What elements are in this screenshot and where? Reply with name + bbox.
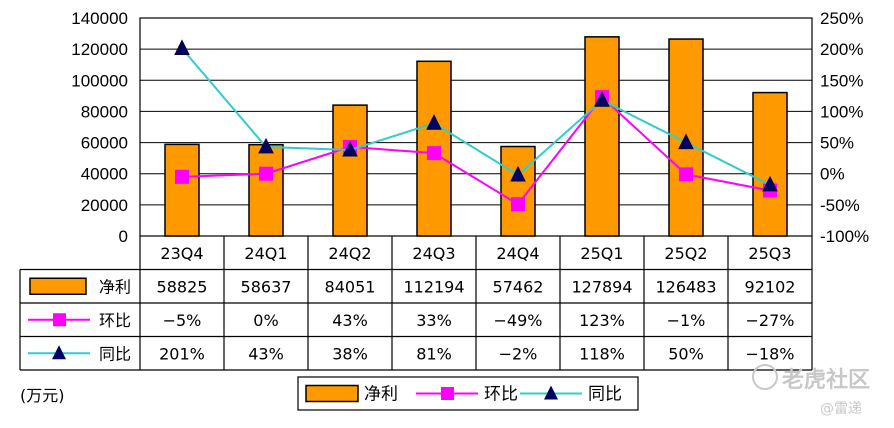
category-label: 24Q3 [412, 244, 455, 263]
cell-value: 43% [332, 311, 368, 330]
legend-key-marker [441, 387, 454, 400]
marker-triangle [510, 165, 526, 182]
cell-value: 0% [253, 311, 278, 330]
y-tick-label-right: 50% [820, 134, 854, 153]
row-header-label: 同比 [99, 344, 131, 363]
y-tick-label-left: 40000 [81, 165, 128, 184]
y-tick-label-right: 250% [820, 9, 863, 28]
marker-triangle [258, 137, 274, 154]
category-label: 24Q2 [328, 244, 371, 263]
cell-value: 123% [579, 311, 625, 330]
cell-value: 92102 [745, 277, 796, 296]
cell-value: 118% [579, 344, 625, 363]
row-key-marker [52, 345, 66, 360]
y-tick-label-left: 0 [119, 227, 128, 246]
watermark-text: 老虎社区 [782, 368, 871, 393]
cell-value: 126483 [655, 277, 716, 296]
marker-triangle [174, 39, 190, 56]
plot-frame [139, 17, 813, 237]
category-label: 23Q4 [160, 244, 203, 263]
cell-value: −18% [746, 344, 795, 363]
y-tick-label-left: 20000 [81, 196, 128, 215]
unit-label: (万元) [20, 386, 65, 405]
row-key-marker [53, 313, 66, 327]
watermark: 老虎社区 [752, 362, 870, 394]
cell-value: 43% [248, 344, 284, 363]
y-tick-label-left: 120000 [71, 40, 128, 59]
cell-value: 50% [668, 344, 704, 363]
legend-key-marker [544, 385, 558, 400]
cell-value: 58637 [241, 277, 292, 296]
cell-value: −2% [499, 344, 538, 363]
cell-value: 112194 [403, 277, 464, 296]
cell-value: −49% [494, 311, 543, 330]
y-tick-label-right: 150% [820, 71, 863, 90]
marker-square [259, 166, 273, 181]
series-line-环比 [181, 95, 771, 206]
category-label: 24Q4 [496, 244, 539, 263]
row-key-bar [29, 277, 87, 295]
category-label: 25Q3 [748, 244, 791, 263]
row-header-label: 环比 [99, 311, 131, 330]
bar [248, 143, 284, 237]
y-tick-label-left: 100000 [71, 71, 128, 90]
y-tick-label-right: -50% [820, 196, 860, 215]
marker-square [679, 167, 693, 182]
cell-value: 58825 [157, 277, 208, 296]
bar [584, 36, 620, 237]
bar [332, 104, 368, 237]
bar [500, 145, 536, 237]
bar [752, 91, 788, 237]
cell-value: −1% [667, 311, 706, 330]
marker-square [175, 169, 189, 184]
row-header-label: 净利 [99, 277, 131, 296]
bar [164, 143, 200, 237]
cell-value: 33% [416, 311, 452, 330]
cell-value: 38% [332, 344, 368, 363]
cell-value: 81% [416, 344, 452, 363]
category-label: 25Q2 [664, 244, 707, 263]
legend-key-bar [305, 384, 359, 403]
cell-value: 84051 [325, 277, 376, 296]
cell-value: −27% [746, 311, 795, 330]
marker-triangle [678, 133, 694, 150]
marker-square [511, 197, 525, 212]
y-tick-label-right: 200% [820, 40, 863, 59]
y-tick-label-left: 80000 [81, 102, 128, 121]
cell-value: −5% [163, 311, 202, 330]
marker-triangle [594, 91, 610, 107]
tiger-paw-icon [752, 364, 778, 390]
marker-square [427, 146, 441, 161]
legend-label: 净利 [364, 385, 398, 405]
y-tick-label-right: 0% [820, 165, 845, 184]
y-tick-label-right: -100% [820, 227, 869, 246]
marker-triangle [342, 140, 358, 157]
y-tick-label-right: 100% [820, 102, 863, 121]
marker-triangle [426, 114, 442, 130]
legend-label: 环比 [484, 385, 518, 405]
legend-label: 同比 [588, 385, 622, 405]
watermark-sub: @雷递 [820, 401, 862, 417]
category-label: 24Q1 [244, 244, 287, 263]
y-tick-label-left: 60000 [81, 134, 128, 153]
marker-triangle [762, 175, 778, 192]
cell-value: 127894 [571, 277, 632, 296]
y-tick-label-left: 140000 [71, 9, 128, 28]
cell-value: 57462 [493, 277, 544, 296]
cell-value: 201% [159, 344, 205, 363]
series-line-同比 [181, 47, 771, 186]
category-label: 25Q1 [580, 244, 623, 263]
